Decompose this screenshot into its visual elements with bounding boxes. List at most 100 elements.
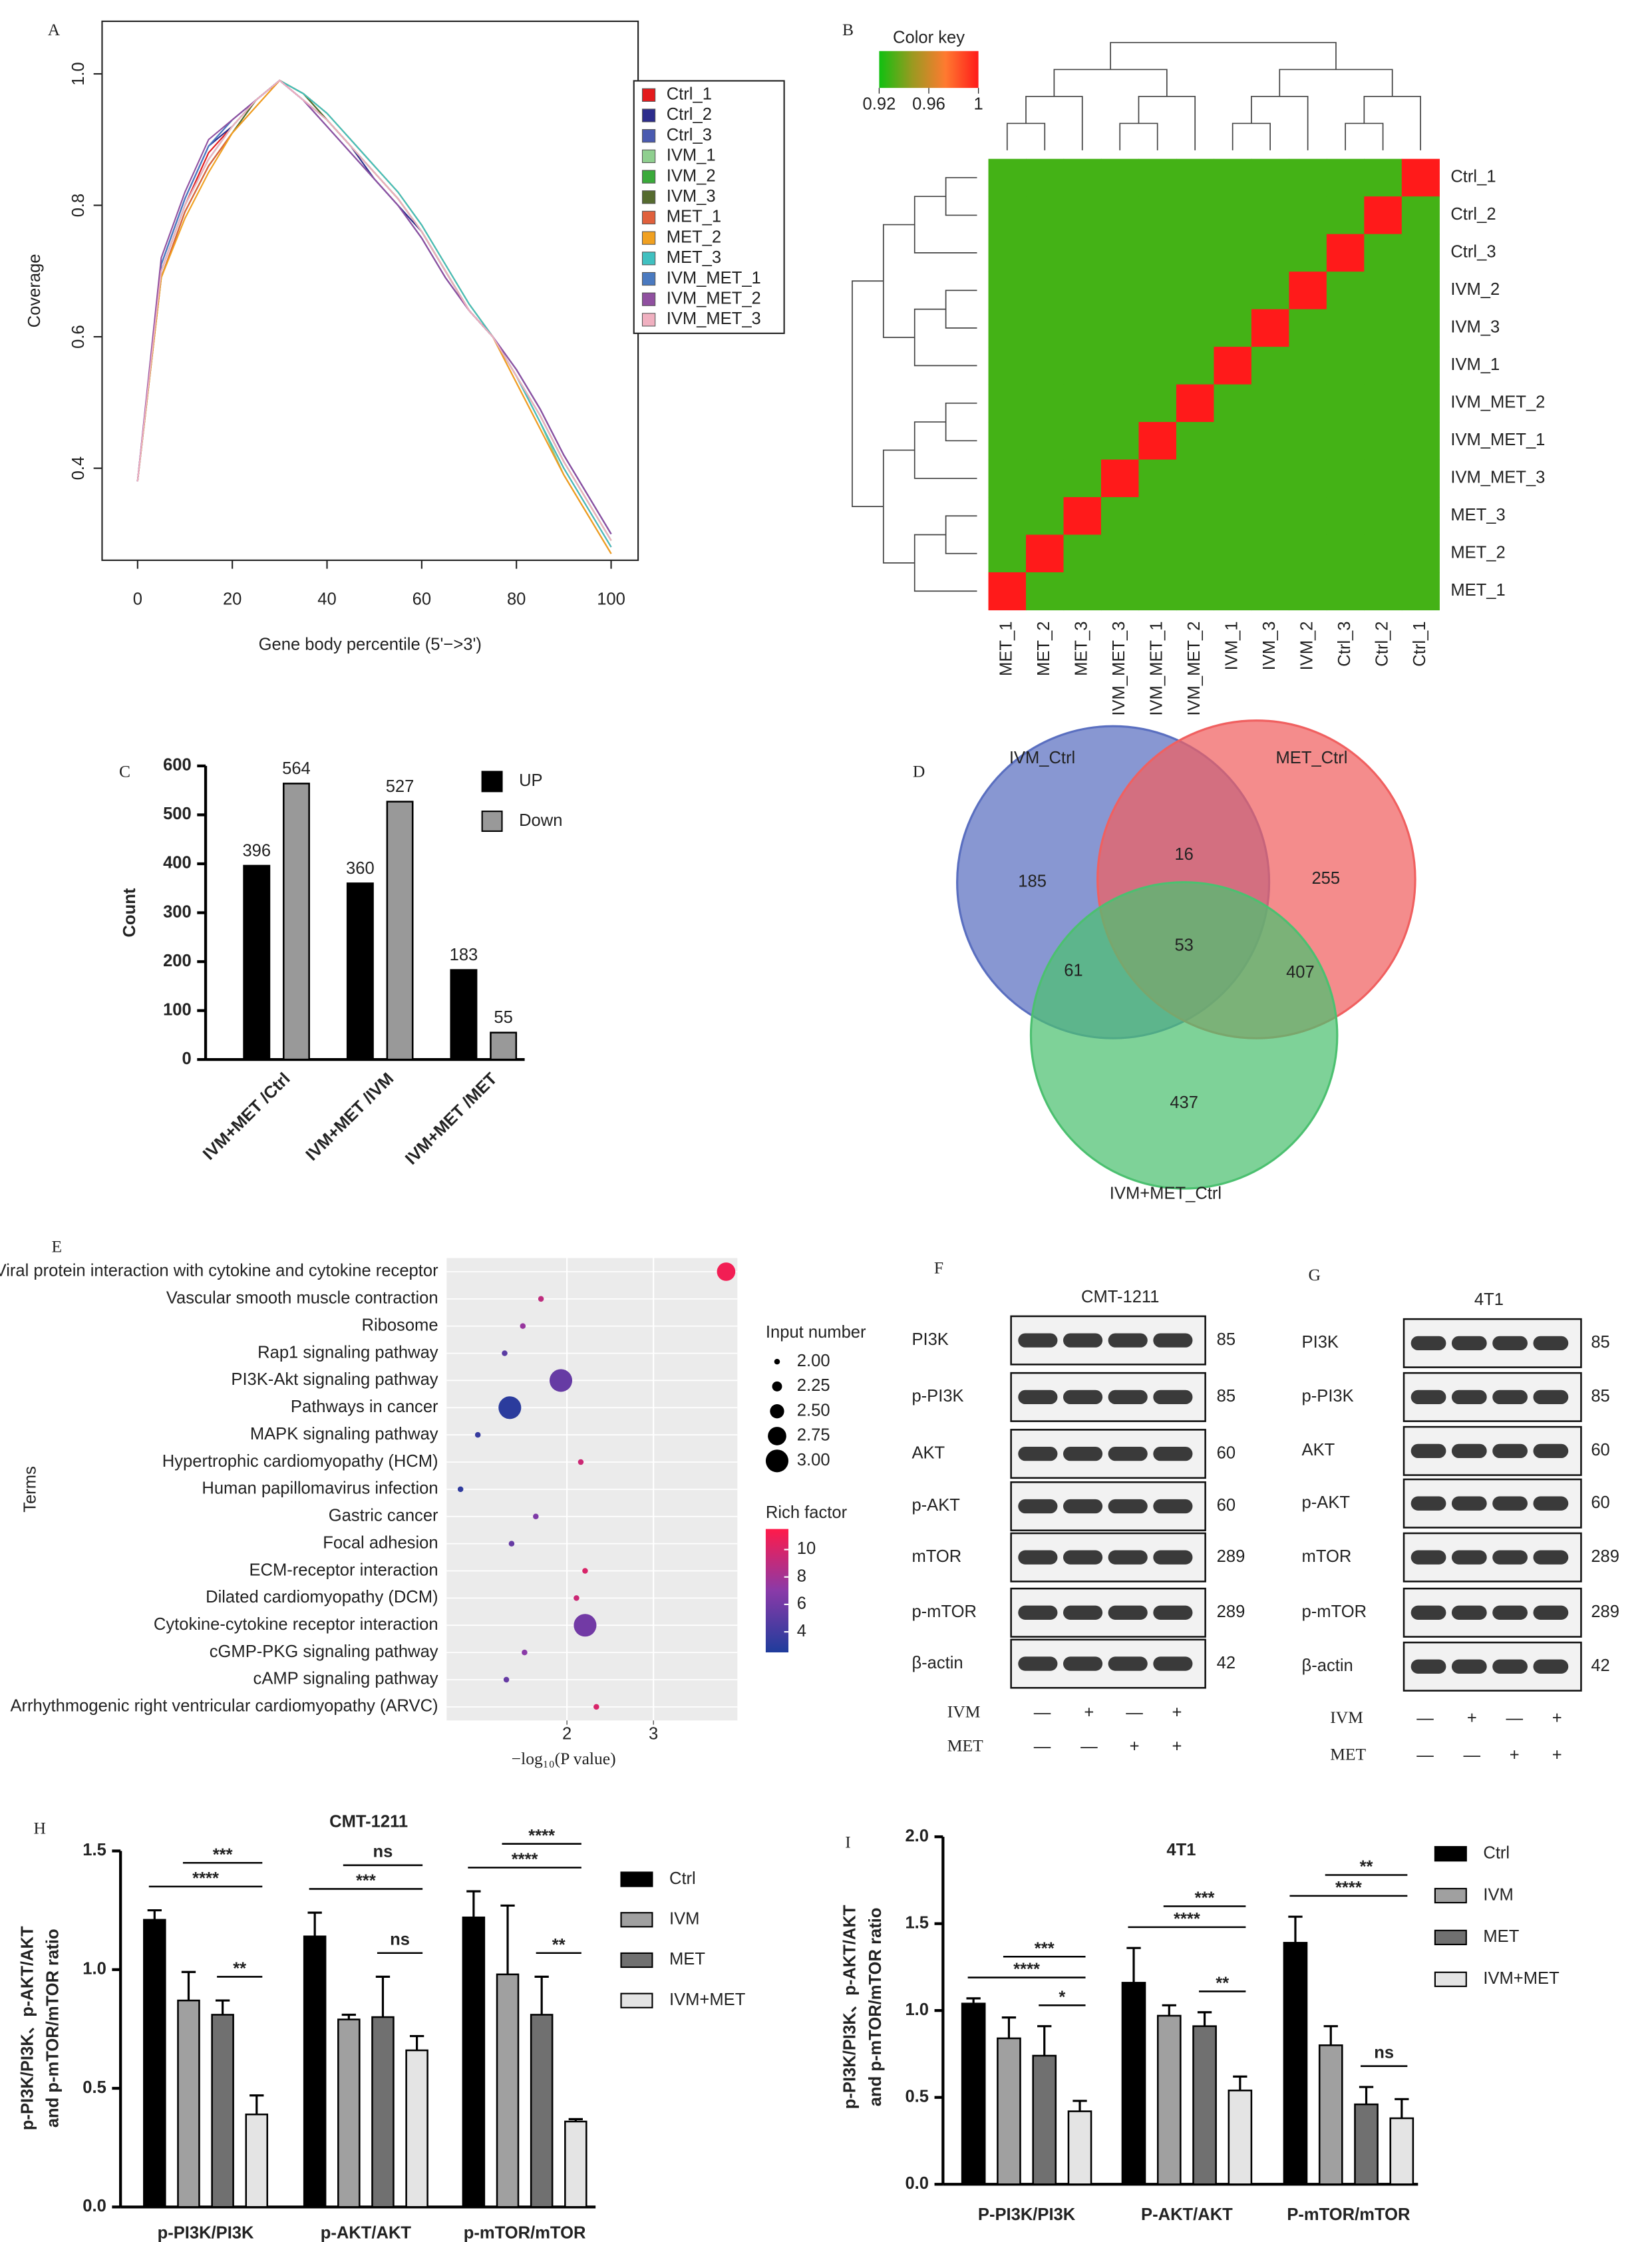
heat-cell xyxy=(1063,459,1102,498)
row-label: MET_3 xyxy=(1450,506,1505,524)
dendrogram xyxy=(1110,42,1337,70)
dendrogram xyxy=(945,402,977,442)
significance-label: **** xyxy=(1013,1961,1040,1979)
heat-cell xyxy=(1138,196,1177,235)
legend-swatch xyxy=(481,771,503,793)
legend-label: Ctrl_2 xyxy=(667,105,712,124)
error-bar xyxy=(1001,2016,1017,2038)
heat-cell xyxy=(1326,534,1365,573)
dendrogram xyxy=(852,280,884,508)
heat-cell xyxy=(1289,309,1327,347)
bar xyxy=(245,2113,269,2208)
heat-cell xyxy=(1401,158,1440,197)
heat-cell xyxy=(1176,534,1215,573)
legend-label: MET_1 xyxy=(667,208,721,226)
x-tick-label: P-AKT/AKT xyxy=(1141,2205,1233,2224)
y-tick-label: 300 xyxy=(163,902,192,921)
term-label: Cytokine-cytokine receptor interaction xyxy=(154,1615,438,1634)
blot-band xyxy=(1063,1333,1103,1348)
blot-band xyxy=(1492,1550,1528,1565)
panel-letter: E xyxy=(51,1236,62,1256)
heat-cell xyxy=(988,497,1027,536)
bar xyxy=(337,2018,361,2208)
kda-label: 42 xyxy=(1217,1654,1236,1672)
row-label: MET_1 xyxy=(1450,581,1505,600)
heat-cell xyxy=(1214,158,1252,197)
series-line xyxy=(136,79,612,548)
blot-band xyxy=(1153,1499,1193,1514)
significance-label: *** xyxy=(356,1872,376,1891)
y-tick-label: 0.0 xyxy=(83,2197,106,2215)
heat-cell xyxy=(1401,196,1440,235)
heat-cell xyxy=(1214,196,1252,235)
x-tick-label: p-AKT/AKT xyxy=(321,2224,412,2242)
protein-label: β-actin xyxy=(911,1654,963,1672)
legend-swatch xyxy=(620,1952,653,1968)
treatment-sign: + xyxy=(1172,1738,1182,1756)
x-tick-label: 20 xyxy=(223,590,242,608)
y-tick-label: 1.5 xyxy=(83,1841,106,1859)
error-bar xyxy=(500,1904,515,1974)
protein-label: p-AKT xyxy=(911,1496,960,1515)
y-axis-label: and p-mTOR/mTOR ratio xyxy=(866,1907,885,2106)
column-label: MET_3 xyxy=(1072,622,1090,676)
bar xyxy=(1354,2103,1379,2185)
heat-cell xyxy=(988,534,1027,573)
blot-band xyxy=(1492,1496,1528,1511)
dot xyxy=(574,1595,579,1601)
dendrogram xyxy=(882,449,915,564)
blot-band xyxy=(1018,1550,1058,1565)
column-label: Ctrl_1 xyxy=(1410,622,1429,667)
treatment-sign: + xyxy=(1130,1738,1140,1756)
y-tick-label: 1.0 xyxy=(69,62,88,86)
term-label: cAMP signaling pathway xyxy=(253,1670,438,1688)
heat-cell xyxy=(1176,158,1215,197)
heat-cell xyxy=(1401,234,1440,272)
treatment-sign: + xyxy=(1084,1703,1094,1722)
legend-swatch xyxy=(1434,1929,1467,1946)
heat-cell xyxy=(1214,459,1252,498)
x-tick-label: 40 xyxy=(317,590,336,608)
heat-cell xyxy=(1100,422,1140,461)
kda-label: 85 xyxy=(1217,1387,1236,1405)
blot-band xyxy=(1108,1446,1148,1461)
size-legend-label: 2.75 xyxy=(797,1426,830,1445)
heat-cell xyxy=(1326,309,1365,347)
bar xyxy=(177,1999,200,2208)
bar xyxy=(143,1919,166,2208)
error-bar xyxy=(1395,2098,1409,2119)
term-label: Dilated cardiomyopathy (DCM) xyxy=(206,1588,438,1606)
legend-label: IVM_1 xyxy=(667,146,716,165)
error-bar xyxy=(409,2034,424,2050)
heat-cell xyxy=(1100,572,1140,611)
heat-cell xyxy=(1364,234,1403,272)
dot xyxy=(574,1614,597,1637)
size-legend-label: 2.25 xyxy=(797,1376,830,1395)
protein-label: p-mTOR xyxy=(911,1602,977,1621)
treatment-sign: — xyxy=(1080,1738,1098,1756)
heat-cell xyxy=(1026,534,1065,573)
blot-band xyxy=(1108,1656,1148,1671)
legend-label: IVM xyxy=(1483,1885,1513,1904)
heat-cell xyxy=(1026,497,1065,536)
heat-cell xyxy=(1100,347,1140,385)
heat-cell xyxy=(1251,572,1290,611)
blot-band xyxy=(1108,1390,1148,1405)
heat-cell xyxy=(1026,347,1065,385)
blot-band xyxy=(1063,1446,1103,1461)
legend-swatch xyxy=(1434,1846,1467,1862)
blot-band xyxy=(1153,1605,1193,1620)
heat-cell xyxy=(1063,272,1102,310)
heat-cell xyxy=(1251,384,1290,423)
heat-cell xyxy=(1138,272,1177,310)
panel-letter: B xyxy=(842,20,854,39)
blot-band xyxy=(1153,1446,1193,1461)
dot xyxy=(549,1369,573,1392)
blot-band xyxy=(1533,1550,1569,1565)
y-tick-label: 2.0 xyxy=(905,1827,929,1845)
heat-cell xyxy=(1100,497,1140,536)
heat-cell xyxy=(1026,572,1065,611)
error-bar xyxy=(1197,2011,1212,2026)
protein-label: AKT xyxy=(911,1443,945,1462)
bar xyxy=(282,783,310,1061)
